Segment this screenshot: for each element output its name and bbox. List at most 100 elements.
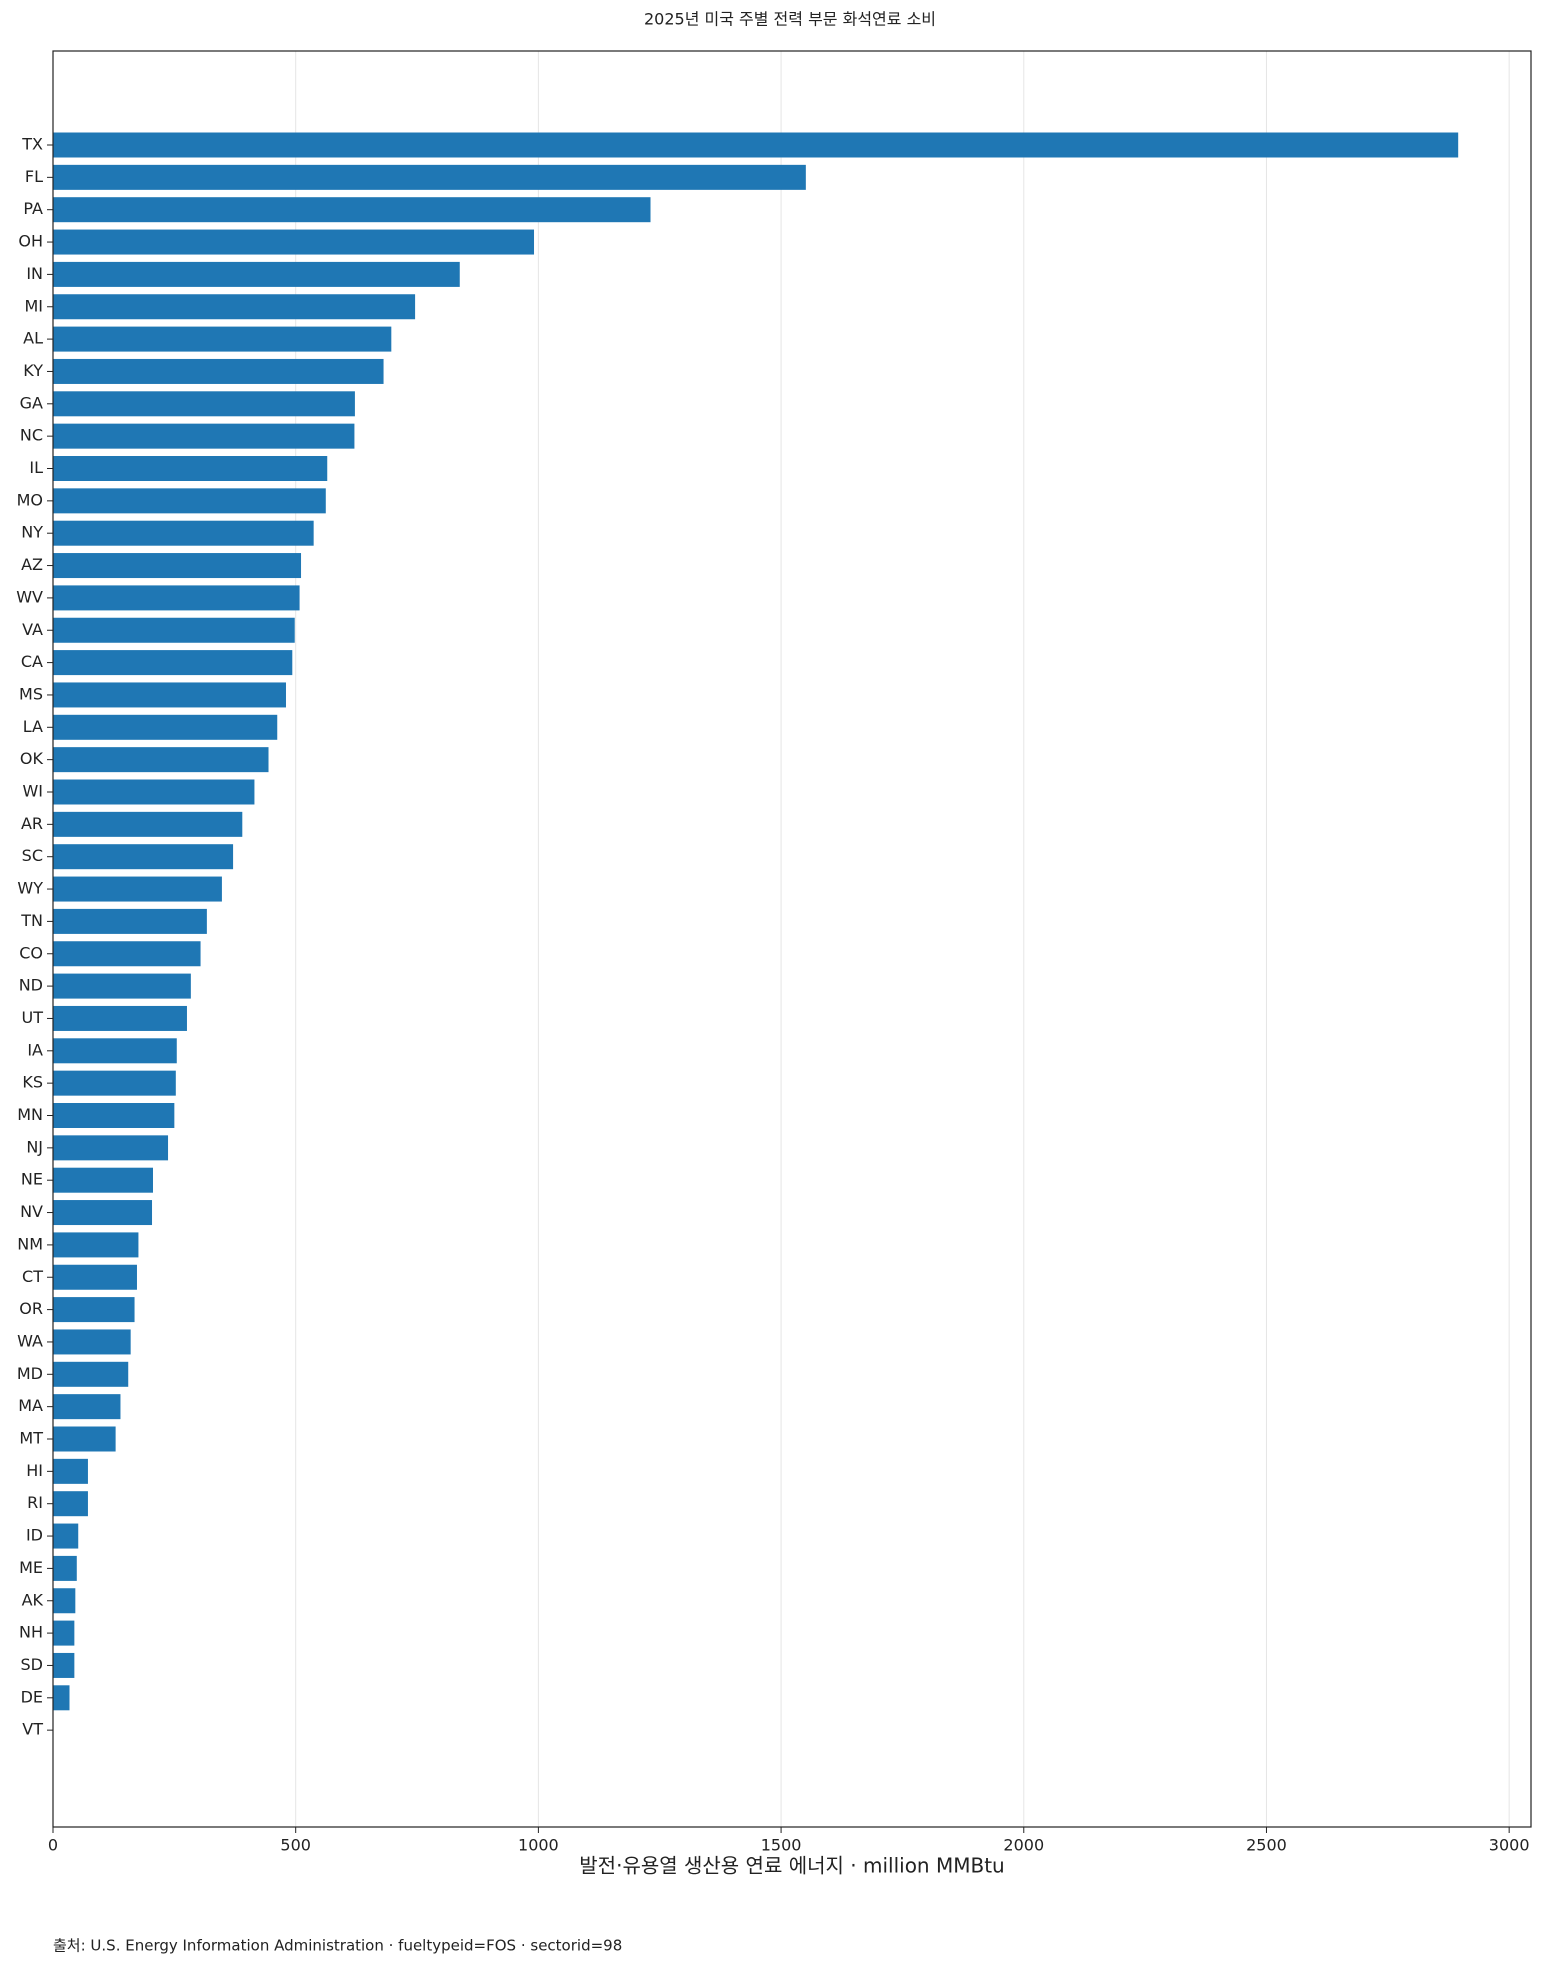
plot-frame	[52, 50, 1532, 1828]
y-tick-label: NH	[19, 1623, 43, 1642]
y-tick-label: KS	[22, 1073, 43, 1092]
bar	[53, 1458, 88, 1484]
x-tick-label: 2000	[1003, 1836, 1044, 1855]
y-tick-label: ME	[19, 1558, 43, 1577]
y-tick-label: FL	[25, 167, 43, 186]
y-tick-label: CT	[22, 1267, 43, 1286]
bar	[53, 261, 460, 287]
y-tick-label: MA	[18, 1396, 43, 1415]
bar	[53, 617, 295, 643]
x-tick-label: 500	[280, 1836, 311, 1855]
bar	[53, 1070, 176, 1096]
y-tick-label: UT	[22, 1008, 44, 1027]
x-tick-label: 0	[48, 1836, 58, 1855]
y-tick-label: IA	[27, 1040, 43, 1059]
y-tick-label: TX	[21, 135, 43, 154]
bar	[53, 423, 355, 449]
bar	[53, 1264, 137, 1290]
y-tick-label: KY	[23, 361, 43, 380]
bar	[53, 747, 269, 773]
bar	[53, 326, 392, 352]
bar	[53, 488, 326, 514]
y-tick-label: OR	[19, 1299, 43, 1318]
bar	[53, 1038, 177, 1064]
y-tick-label: GA	[20, 393, 43, 412]
bar	[53, 1620, 75, 1646]
y-tick-label: WA	[17, 1331, 43, 1350]
bar	[53, 1523, 79, 1549]
bar	[53, 585, 300, 611]
y-tick-label: NV	[20, 1202, 43, 1221]
y-tick-label: WY	[17, 879, 43, 898]
bar	[53, 132, 1459, 158]
chart-title: 2025년 미국 주별 전력 부문 화석연료 소비	[644, 10, 936, 29]
bar	[53, 294, 416, 320]
y-tick-label: VT	[22, 1720, 43, 1739]
bar	[53, 1361, 129, 1387]
bar	[53, 197, 651, 223]
bar	[53, 779, 255, 805]
x-axis-label: 발전·유용열 생산용 연료 에너지 · million MMBtu	[579, 1854, 1004, 1878]
bar	[53, 1394, 121, 1420]
bar	[53, 391, 355, 417]
y-tick-label: LA	[23, 717, 43, 736]
y-tick-label: MN	[17, 1105, 43, 1124]
y-tick-label: NY	[21, 523, 43, 542]
bar	[53, 811, 243, 837]
y-tick-label: MD	[17, 1364, 43, 1383]
y-tick-label: IN	[26, 264, 43, 283]
bar	[53, 1491, 88, 1517]
y-tick-label: PA	[23, 199, 43, 218]
y-tick-label: RI	[27, 1493, 43, 1512]
bar	[53, 1135, 169, 1161]
bar	[53, 1232, 139, 1258]
bar	[53, 682, 286, 708]
bar	[53, 1103, 175, 1128]
y-tick-label: MI	[24, 296, 43, 315]
x-tick-label: 2500	[1246, 1836, 1287, 1855]
y-tick-label: IL	[29, 458, 43, 477]
bar	[53, 1652, 75, 1678]
y-tick-label: HI	[26, 1461, 43, 1480]
bar	[53, 650, 293, 676]
bar	[53, 1297, 135, 1323]
x-tick-label: 1000	[518, 1836, 559, 1855]
y-tick-label: CO	[19, 943, 43, 962]
y-tick-label: AK	[22, 1590, 44, 1609]
y-tick-label: NJ	[26, 1137, 43, 1156]
bar	[53, 973, 191, 999]
y-tick-label: TN	[20, 911, 43, 930]
bar	[53, 1167, 153, 1193]
y-tick-label: AZ	[21, 555, 43, 574]
y-tick-label: NE	[21, 1170, 43, 1189]
y-tick-label: DE	[21, 1687, 43, 1706]
x-tick-label: 3000	[1489, 1836, 1530, 1855]
y-tick-label: WV	[16, 587, 43, 606]
y-tick-label: MO	[17, 490, 43, 509]
y-tick-label: CA	[21, 652, 43, 671]
bar	[53, 1588, 76, 1614]
bar	[53, 1329, 131, 1355]
y-tick-label: AL	[23, 329, 43, 348]
bar	[53, 1555, 77, 1581]
source-note: 출처: U.S. Energy Information Administrati…	[53, 1937, 622, 1955]
bar	[53, 1685, 70, 1711]
bar	[53, 844, 234, 870]
bar	[53, 876, 222, 902]
bar	[53, 553, 302, 579]
y-tick-label: OH	[18, 232, 43, 251]
bar	[53, 908, 207, 934]
bar	[53, 520, 314, 546]
y-tick-label: NC	[20, 426, 43, 445]
bar	[53, 714, 278, 740]
bar	[53, 1426, 116, 1452]
bar	[53, 456, 328, 481]
bar	[53, 164, 806, 190]
y-tick-label: MS	[19, 684, 43, 703]
x-tick-label: 1500	[761, 1836, 802, 1855]
bar	[53, 1005, 187, 1031]
y-tick-label: VA	[22, 620, 43, 639]
y-tick-label: MT	[19, 1429, 43, 1448]
